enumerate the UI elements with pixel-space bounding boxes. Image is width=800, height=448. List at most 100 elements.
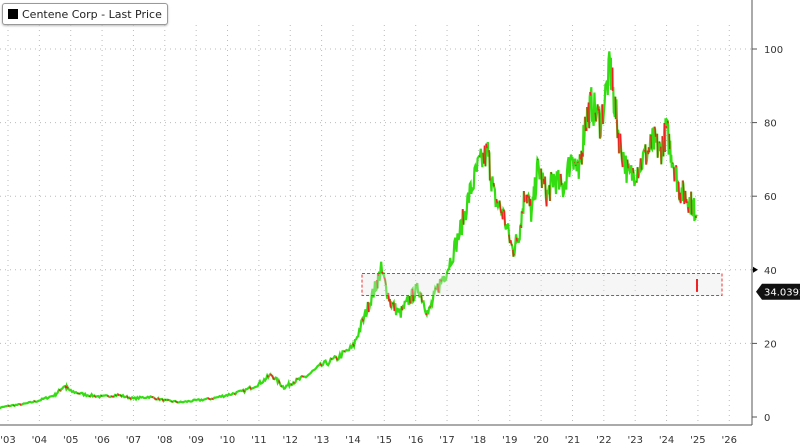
down-segment (462, 209, 465, 225)
down-segment (620, 149, 623, 160)
down-segment (585, 127, 588, 131)
down-segment (440, 279, 443, 282)
down-segment (106, 394, 110, 398)
y-tick-label: 60 (764, 192, 777, 203)
down-segment (544, 176, 547, 197)
x-tick-label: '16 (408, 435, 423, 446)
down-segment (400, 306, 404, 311)
down-segment (319, 363, 323, 367)
down-segment (499, 207, 502, 213)
x-tick-label: '20 (533, 435, 548, 446)
down-segment (129, 397, 132, 400)
down-segment (525, 194, 528, 204)
down-segment (501, 211, 504, 220)
down-segment (601, 104, 604, 125)
down-segment (644, 144, 647, 165)
down-segment (617, 132, 620, 154)
down-segment (387, 292, 390, 302)
down-segment (361, 318, 365, 322)
down-segment (408, 296, 411, 304)
x-tick-label: '13 (314, 435, 329, 446)
down-segment (242, 389, 246, 393)
down-segment (376, 279, 379, 289)
down-segment (560, 173, 563, 186)
down-segment (485, 143, 488, 149)
down-segment (662, 140, 665, 157)
down-segment (684, 190, 687, 203)
down-segment (335, 356, 338, 361)
down-segment (425, 313, 428, 316)
x-tick-label: '12 (282, 435, 297, 446)
down-segment (598, 109, 601, 139)
down-segment (488, 150, 491, 154)
y-tick-label: 0 (764, 413, 770, 424)
down-segment (419, 292, 422, 295)
x-tick-label: '05 (63, 435, 78, 446)
down-segment (656, 133, 659, 158)
down-segment (515, 237, 518, 242)
down-segment (621, 159, 624, 168)
down-segment (528, 196, 531, 207)
down-segment (278, 380, 281, 384)
down-segment (653, 126, 656, 130)
x-tick-label: '22 (596, 435, 611, 446)
down-segment (545, 196, 548, 207)
down-segment (616, 119, 619, 139)
down-segment (19, 403, 22, 406)
down-segment (677, 182, 680, 199)
down-segment (660, 146, 663, 165)
down-segment (682, 183, 685, 193)
x-tick-label: '04 (32, 435, 47, 446)
down-segment (632, 167, 635, 174)
down-segment (542, 178, 545, 185)
down-segment (636, 167, 640, 179)
down-segment (126, 395, 129, 399)
down-segment (393, 302, 396, 312)
x-tick-label: '19 (502, 435, 517, 446)
down-segment (483, 145, 487, 167)
x-tick-label: '15 (377, 435, 392, 446)
down-segment (619, 133, 622, 150)
down-segment (389, 298, 392, 307)
down-segment (153, 397, 157, 400)
down-segment (685, 199, 688, 204)
down-segment (367, 301, 370, 313)
x-tick-label: '17 (439, 435, 454, 446)
down-segment (12, 404, 15, 407)
down-segment (498, 200, 502, 209)
x-tick-label: '03 (0, 435, 15, 446)
down-segment (687, 207, 690, 213)
down-segment (596, 104, 600, 111)
down-segment (675, 165, 678, 168)
down-segment (269, 373, 272, 376)
down-segment (384, 279, 387, 285)
x-tick-label: '06 (94, 435, 109, 446)
down-segment (64, 386, 67, 389)
down-segment (584, 116, 587, 131)
legend: Centene Corp - Last Price (2, 3, 168, 25)
down-segment (502, 209, 505, 212)
highlight-box (361, 272, 723, 297)
down-segment (383, 277, 386, 281)
down-segment (647, 150, 649, 155)
arrow-marker (753, 266, 758, 273)
down-segment (508, 234, 511, 244)
down-segment (650, 135, 653, 149)
down-segment (658, 141, 661, 144)
down-segment (654, 128, 657, 137)
down-segment (114, 394, 117, 397)
down-segment (434, 287, 437, 290)
x-tick-label: '09 (188, 435, 203, 446)
down-segment (540, 168, 543, 189)
down-segment (523, 190, 526, 203)
down-segment (643, 149, 646, 152)
down-segment (174, 400, 177, 403)
down-segment (587, 102, 590, 129)
y-tick-label: 80 (764, 119, 777, 130)
down-segment (271, 375, 275, 380)
down-segment (117, 393, 120, 396)
x-tick-label: '21 (565, 435, 580, 446)
x-tick-label: '10 (220, 435, 235, 446)
